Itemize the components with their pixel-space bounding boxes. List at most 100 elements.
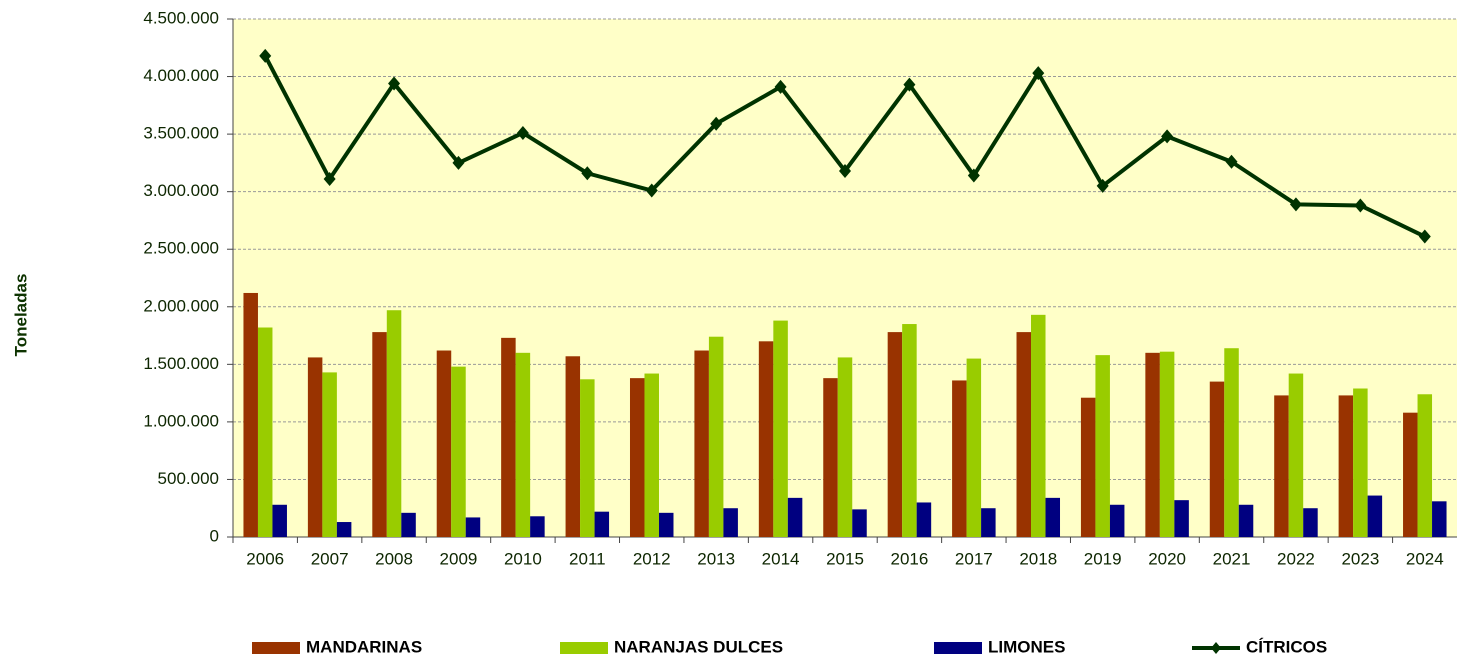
bar (1109, 504, 1125, 537)
bar (1045, 497, 1061, 537)
bar (658, 512, 674, 537)
point (1354, 198, 1367, 213)
point (774, 79, 787, 94)
bar (1367, 495, 1383, 537)
x-tick-label: 2023 (1341, 549, 1379, 568)
bar (758, 341, 774, 537)
legend-swatch (1211, 642, 1221, 654)
x-tick-label: 2010 (504, 549, 542, 568)
y-tick-label: 2.500.000 (143, 239, 219, 258)
point (1418, 229, 1431, 244)
y-tick-label: 3.000.000 (143, 181, 219, 200)
x-tick-label: 2020 (1148, 549, 1186, 568)
bar (852, 509, 867, 537)
y-tick-label: 2.000.000 (143, 296, 219, 315)
x-tick-label: 2012 (633, 549, 671, 568)
bar (694, 350, 709, 537)
bar (773, 320, 788, 537)
x-tick-label: 2008 (375, 549, 413, 568)
x-tick-label: 2011 (569, 549, 606, 568)
point (645, 183, 658, 198)
x-tick-label: 2021 (1213, 549, 1251, 568)
x-tick-label: 2017 (955, 549, 993, 568)
point (839, 163, 851, 178)
x-tick-label: 2006 (246, 549, 284, 568)
bar (916, 502, 932, 537)
bar (837, 357, 853, 537)
x-tick-label: 2015 (826, 549, 864, 568)
point (1225, 154, 1238, 169)
point (967, 168, 980, 183)
bar (1095, 355, 1110, 537)
point (1032, 66, 1045, 81)
bar (966, 358, 982, 537)
bar (307, 357, 323, 537)
y-tick-label: 0 (210, 526, 219, 545)
bar (1016, 332, 1032, 537)
x-tick-label: 2007 (311, 549, 349, 568)
x-tick-label: 2009 (440, 549, 478, 568)
bar (902, 324, 917, 537)
legend-label: NARANJAS DULCES (614, 637, 783, 656)
y-tick-label: 3.500.000 (143, 124, 219, 143)
bar (465, 517, 481, 537)
bar (272, 504, 287, 537)
bar (1353, 388, 1368, 537)
legend-swatch (252, 642, 300, 654)
bar (322, 372, 337, 537)
bar (644, 373, 659, 537)
bar (530, 516, 545, 537)
bar (787, 497, 803, 537)
bar (823, 378, 838, 537)
point (1161, 129, 1174, 144)
bar (1338, 395, 1354, 537)
bar (1145, 352, 1160, 537)
bar (515, 352, 531, 537)
point (323, 172, 336, 187)
bar (372, 332, 387, 537)
x-tick-label: 2024 (1406, 549, 1444, 568)
bar (1159, 351, 1175, 537)
bar (257, 327, 273, 537)
point (452, 155, 465, 170)
legend-swatch (560, 642, 608, 654)
x-tick-label: 2019 (1084, 549, 1122, 568)
bar (594, 511, 610, 537)
legend-label: LIMONES (988, 637, 1065, 656)
bar (1274, 395, 1289, 537)
point (388, 76, 401, 91)
bar (1403, 412, 1418, 537)
bar (580, 379, 595, 537)
bar (1238, 504, 1254, 537)
point (710, 116, 723, 131)
bar (1224, 348, 1239, 537)
bar (1080, 397, 1096, 537)
bar (565, 356, 581, 537)
bar (436, 350, 452, 537)
bar (1209, 381, 1225, 537)
bar (981, 508, 996, 537)
bar (451, 366, 466, 537)
bar (401, 512, 416, 537)
bar (887, 332, 903, 537)
bar (1288, 373, 1304, 537)
bar (708, 336, 724, 537)
y-tick-label: 4.500.000 (143, 8, 219, 27)
bar (723, 508, 738, 537)
point (516, 125, 529, 140)
y-tick-label: 4.000.000 (143, 66, 219, 85)
bar (386, 310, 402, 537)
bar (629, 378, 645, 537)
y-tick-label: 1.500.000 (143, 354, 219, 373)
x-tick-label: 2018 (1019, 549, 1057, 568)
x-tick-label: 2022 (1277, 549, 1315, 568)
bar (952, 380, 967, 537)
bar (1417, 394, 1433, 537)
point (1289, 197, 1302, 212)
bar (501, 337, 516, 537)
x-tick-label: 2013 (697, 549, 735, 568)
bar (243, 292, 258, 537)
point (1096, 178, 1109, 193)
point (581, 166, 594, 181)
